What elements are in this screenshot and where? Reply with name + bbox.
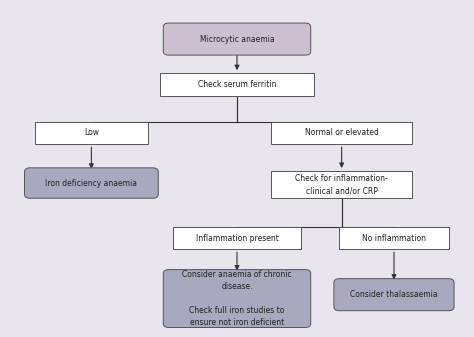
FancyBboxPatch shape <box>163 270 311 328</box>
FancyBboxPatch shape <box>334 279 454 311</box>
FancyBboxPatch shape <box>25 168 158 198</box>
FancyBboxPatch shape <box>163 23 311 55</box>
Text: Inflammation present: Inflammation present <box>196 234 278 243</box>
FancyBboxPatch shape <box>35 122 148 144</box>
Text: Microcytic anaemia: Microcytic anaemia <box>200 35 274 43</box>
FancyBboxPatch shape <box>160 73 314 96</box>
Text: No inflammation: No inflammation <box>362 234 426 243</box>
Text: Consider thalassaemia: Consider thalassaemia <box>350 290 438 299</box>
Text: Low: Low <box>84 128 99 137</box>
Text: Consider anaemia of chronic
disease.

Check full iron studies to
ensure not iron: Consider anaemia of chronic disease. Che… <box>182 271 292 327</box>
FancyBboxPatch shape <box>339 227 448 249</box>
FancyBboxPatch shape <box>173 227 301 249</box>
Text: Check serum ferritin: Check serum ferritin <box>198 80 276 89</box>
Text: Normal or elevated: Normal or elevated <box>305 128 379 137</box>
Text: Iron deficiency anaemia: Iron deficiency anaemia <box>46 179 137 188</box>
FancyBboxPatch shape <box>271 122 412 144</box>
Text: Check for inflammation-
clinical and/or CRP: Check for inflammation- clinical and/or … <box>295 174 388 195</box>
FancyBboxPatch shape <box>271 171 412 198</box>
